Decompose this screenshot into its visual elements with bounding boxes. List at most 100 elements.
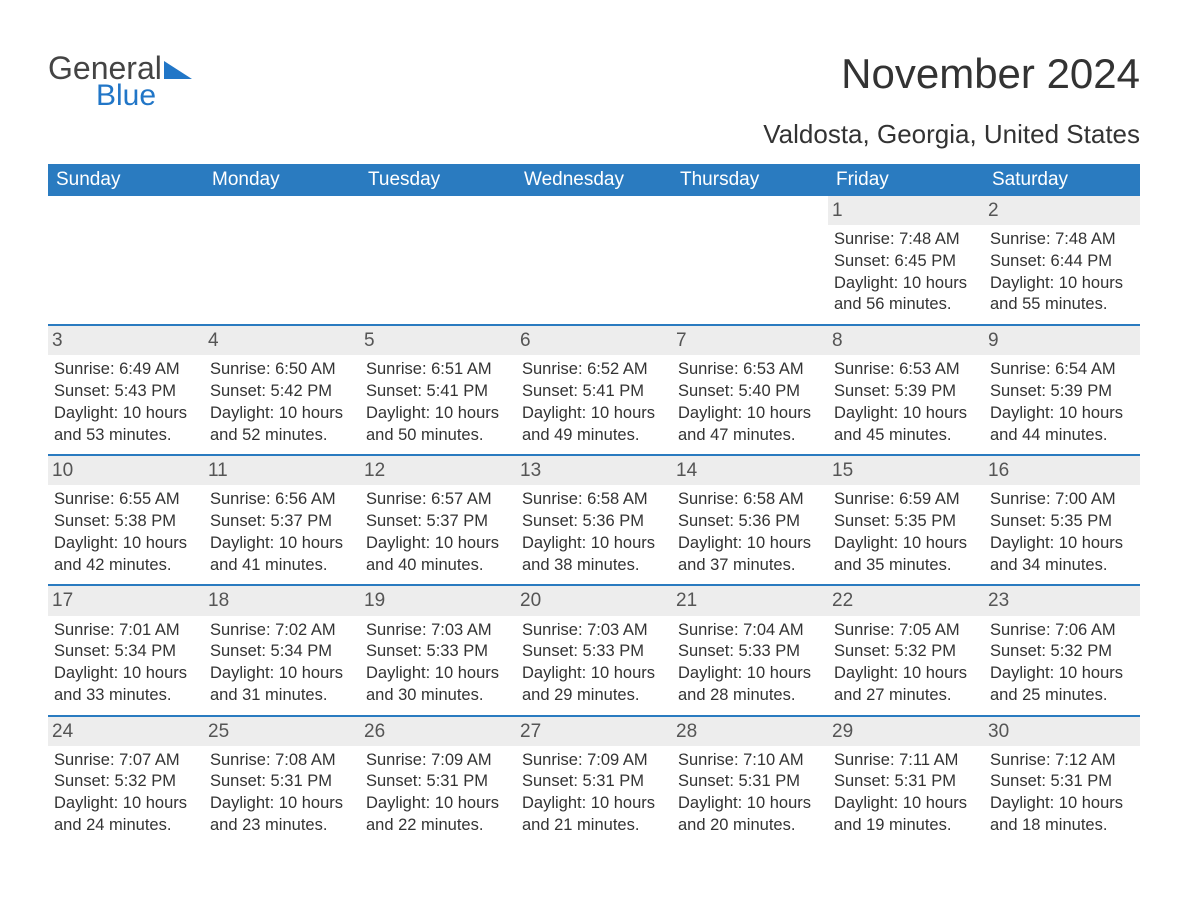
sunset-line: Sunset: 5:33 PM	[678, 641, 822, 663]
sunrise-line: Sunrise: 7:05 AM	[834, 620, 978, 642]
weekday-header: Sunday	[48, 164, 204, 196]
header: General Blue November 2024	[48, 50, 1140, 113]
day-cell: 14Sunrise: 6:58 AMSunset: 5:36 PMDayligh…	[672, 456, 828, 584]
day-cell: 23Sunrise: 7:06 AMSunset: 5:32 PMDayligh…	[984, 586, 1140, 714]
sunrise-line: Sunrise: 6:54 AM	[990, 359, 1134, 381]
day-cell: 7Sunrise: 6:53 AMSunset: 5:40 PMDaylight…	[672, 326, 828, 454]
sunrise-line: Sunrise: 7:02 AM	[210, 620, 354, 642]
sunset-line: Sunset: 5:32 PM	[834, 641, 978, 663]
sunset-line: Sunset: 5:31 PM	[366, 771, 510, 793]
sunrise-line: Sunrise: 7:48 AM	[990, 229, 1134, 251]
week-row: 1Sunrise: 7:48 AMSunset: 6:45 PMDaylight…	[48, 196, 1140, 324]
sunset-line: Sunset: 5:35 PM	[990, 511, 1134, 533]
day-cell: 28 Sunrise: 7:10 AMSunset: 5:31 PMDayligh…	[672, 717, 828, 845]
day-number: 25	[204, 717, 360, 746]
day-number: 3	[48, 326, 204, 355]
sunset-line: Sunset: 5:43 PM	[54, 381, 198, 403]
sunset-line: Sunset: 5:32 PM	[990, 641, 1134, 663]
day-cell: 27Sunrise: 7:09 AMSunset: 5:31 PMDayligh…	[516, 717, 672, 845]
day-cell: 6Sunrise: 6:52 AMSunset: 5:41 PMDaylight…	[516, 326, 672, 454]
week-row: 24Sunrise: 7:07 AMSunset: 5:32 PMDayligh…	[48, 715, 1140, 845]
sunset-line: Sunset: 5:37 PM	[366, 511, 510, 533]
day-number: 28	[672, 717, 828, 746]
brand-text-2: Blue	[96, 79, 192, 113]
day-cell	[360, 196, 516, 324]
day-number: 17	[48, 586, 204, 615]
day-cell: 17Sunrise: 7:01 AMSunset: 5:34 PMDayligh…	[48, 586, 204, 714]
day-number: 14	[672, 456, 828, 485]
day-number: 24	[48, 717, 204, 746]
sunset-line: Sunset: 5:38 PM	[54, 511, 198, 533]
sunrise-line: Sunrise: 7:00 AM	[990, 489, 1134, 511]
day-number: 11	[204, 456, 360, 485]
sunrise-line: Sunrise: 6:59 AM	[834, 489, 978, 511]
daylight-line: Daylight: 10 hours and 42 minutes.	[54, 533, 198, 577]
sunrise-line: Sunrise: 6:58 AM	[522, 489, 666, 511]
day-number: 7	[672, 326, 828, 355]
sunset-line: Sunset: 5:31 PM	[522, 771, 666, 793]
day-number: 4	[204, 326, 360, 355]
daylight-line: Daylight: 10 hours and 20 minutes.	[678, 793, 822, 837]
day-number: 13	[516, 456, 672, 485]
weekday-header: Thursday	[672, 164, 828, 196]
daylight-line: Daylight: 10 hours and 38 minutes.	[522, 533, 666, 577]
day-number: 9	[984, 326, 1140, 355]
sunset-line: Sunset: 5:41 PM	[522, 381, 666, 403]
daylight-line: Daylight: 10 hours and 53 minutes.	[54, 403, 198, 447]
day-number: 29	[828, 717, 984, 746]
weekday-header: Friday	[828, 164, 984, 196]
sunrise-line: Sunrise: 7:48 AM	[834, 229, 978, 251]
sunrise-line: Sunrise: 7:08 AM	[210, 750, 354, 772]
sunrise-line: Sunrise: 7:06 AM	[990, 620, 1134, 642]
sunrise-line: Sunrise: 7:11 AM	[834, 750, 978, 772]
daylight-line: Daylight: 10 hours and 41 minutes.	[210, 533, 354, 577]
day-cell: 13Sunrise: 6:58 AMSunset: 5:36 PMDayligh…	[516, 456, 672, 584]
day-cell: 30Sunrise: 7:12 AMSunset: 5:31 PMDayligh…	[984, 717, 1140, 845]
weekday-header: Tuesday	[360, 164, 516, 196]
day-cell: 4Sunrise: 6:50 AMSunset: 5:42 PMDaylight…	[204, 326, 360, 454]
day-number: 2	[984, 196, 1140, 225]
day-number: 23	[984, 586, 1140, 615]
page-title: November 2024	[841, 50, 1140, 98]
day-number: 8	[828, 326, 984, 355]
sunrise-line: Sunrise: 6:53 AM	[834, 359, 978, 381]
sunrise-line: Sunrise: 7:10 AM	[678, 750, 822, 772]
sunset-line: Sunset: 5:31 PM	[678, 771, 822, 793]
day-number: 30	[984, 717, 1140, 746]
sunset-line: Sunset: 6:44 PM	[990, 251, 1134, 273]
sunrise-line: Sunrise: 7:01 AM	[54, 620, 198, 642]
day-cell: 16Sunrise: 7:00 AMSunset: 5:35 PMDayligh…	[984, 456, 1140, 584]
weekday-header-row: Sunday Monday Tuesday Wednesday Thursday…	[48, 164, 1140, 196]
sunset-line: Sunset: 5:41 PM	[366, 381, 510, 403]
sunrise-line: Sunrise: 6:55 AM	[54, 489, 198, 511]
daylight-line: Daylight: 10 hours and 35 minutes.	[834, 533, 978, 577]
day-cell: 21Sunrise: 7:04 AMSunset: 5:33 PMDayligh…	[672, 586, 828, 714]
daylight-line: Daylight: 10 hours and 31 minutes.	[210, 663, 354, 707]
sunrise-line: Sunrise: 6:56 AM	[210, 489, 354, 511]
day-number: 20	[516, 586, 672, 615]
brand-logo: General Blue	[48, 50, 192, 113]
sunrise-line: Sunrise: 7:09 AM	[522, 750, 666, 772]
sunrise-line: Sunrise: 7:03 AM	[366, 620, 510, 642]
sunset-line: Sunset: 5:37 PM	[210, 511, 354, 533]
daylight-line: Daylight: 10 hours and 44 minutes.	[990, 403, 1134, 447]
day-cell: 22Sunrise: 7:05 AMSunset: 5:32 PMDayligh…	[828, 586, 984, 714]
daylight-line: Daylight: 10 hours and 18 minutes.	[990, 793, 1134, 837]
sunset-line: Sunset: 5:31 PM	[210, 771, 354, 793]
day-cell: 24Sunrise: 7:07 AMSunset: 5:32 PMDayligh…	[48, 717, 204, 845]
day-cell	[48, 196, 204, 324]
daylight-line: Daylight: 10 hours and 49 minutes.	[522, 403, 666, 447]
daylight-line: Daylight: 10 hours and 27 minutes.	[834, 663, 978, 707]
weekday-header: Wednesday	[516, 164, 672, 196]
day-number: 10	[48, 456, 204, 485]
day-cell: 20Sunrise: 7:03 AMSunset: 5:33 PMDayligh…	[516, 586, 672, 714]
day-number: 16	[984, 456, 1140, 485]
day-cell	[204, 196, 360, 324]
sunset-line: Sunset: 5:36 PM	[678, 511, 822, 533]
brand-triangle-icon	[164, 61, 192, 79]
day-cell: 5Sunrise: 6:51 AMSunset: 5:41 PMDaylight…	[360, 326, 516, 454]
day-number: 19	[360, 586, 516, 615]
daylight-line: Daylight: 10 hours and 52 minutes.	[210, 403, 354, 447]
day-number: 26	[360, 717, 516, 746]
sunset-line: Sunset: 5:40 PM	[678, 381, 822, 403]
